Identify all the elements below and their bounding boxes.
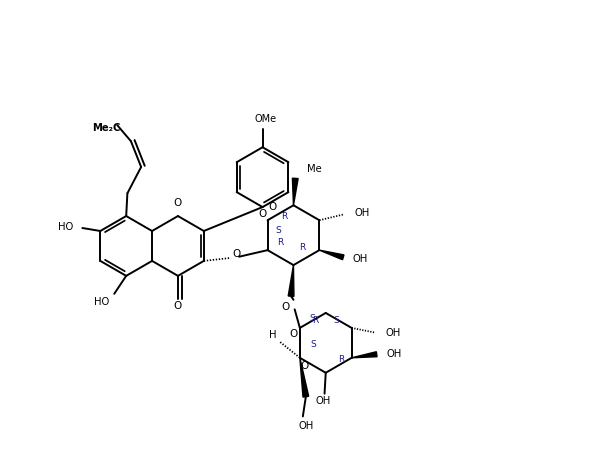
- Text: OH: OH: [354, 208, 369, 218]
- Text: S: S: [310, 340, 316, 349]
- Text: R: R: [338, 355, 344, 364]
- Text: O: O: [174, 301, 182, 311]
- Polygon shape: [288, 265, 294, 297]
- Polygon shape: [352, 352, 377, 358]
- Text: H: H: [269, 330, 277, 340]
- Text: OH: OH: [386, 349, 401, 358]
- Text: HO: HO: [58, 223, 74, 232]
- Text: S: S: [334, 316, 340, 325]
- Text: O: O: [174, 198, 182, 208]
- Text: O: O: [259, 209, 267, 219]
- Text: OH: OH: [385, 328, 400, 338]
- Text: S: S: [276, 226, 281, 235]
- Text: R: R: [277, 239, 284, 247]
- Text: O: O: [290, 329, 298, 339]
- Text: O: O: [281, 302, 289, 312]
- Text: S: S: [310, 314, 316, 324]
- Text: O: O: [268, 202, 277, 212]
- Text: R: R: [311, 316, 318, 325]
- Text: O: O: [232, 249, 240, 259]
- Text: OH: OH: [315, 397, 331, 407]
- Polygon shape: [319, 250, 344, 260]
- Text: Me₂C: Me₂C: [92, 123, 120, 133]
- Text: Me: Me: [307, 164, 322, 174]
- Text: OH: OH: [353, 253, 368, 263]
- Polygon shape: [292, 178, 298, 205]
- Text: R: R: [282, 212, 288, 221]
- Text: O: O: [301, 361, 308, 371]
- Text: OH: OH: [298, 421, 313, 431]
- Text: OMe: OMe: [255, 114, 277, 124]
- Text: R: R: [300, 243, 305, 252]
- Polygon shape: [300, 358, 308, 397]
- Text: HO: HO: [94, 297, 110, 307]
